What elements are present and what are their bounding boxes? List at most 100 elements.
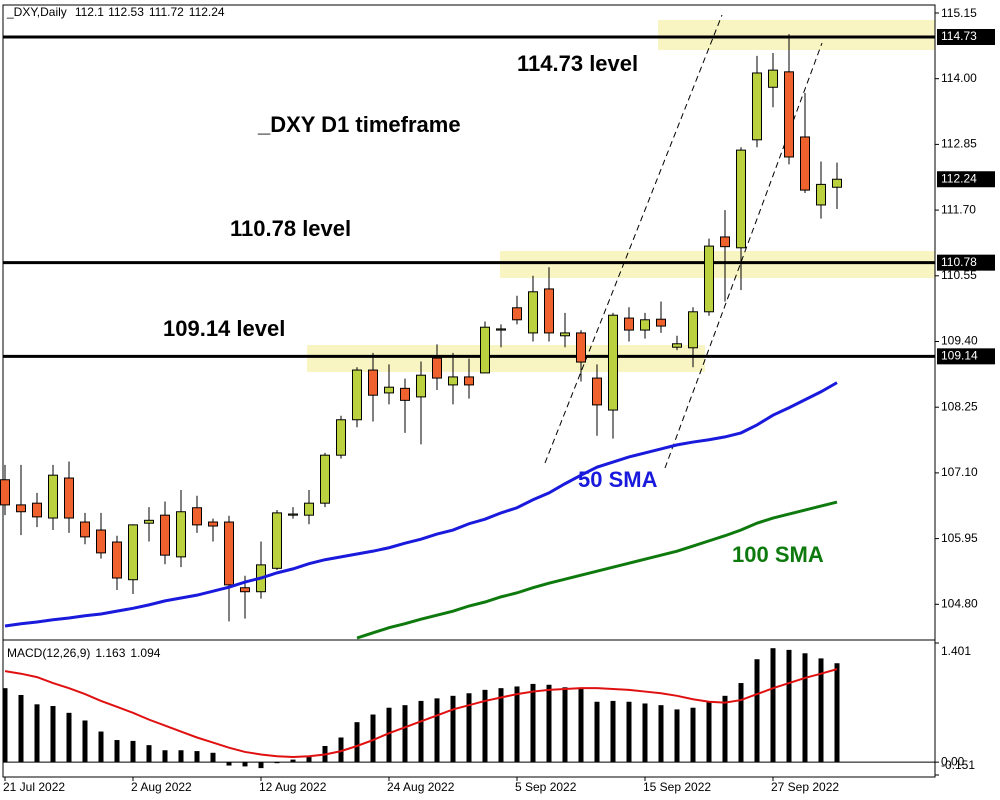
candle-body <box>592 377 602 406</box>
candle-body <box>608 314 618 411</box>
histogram-bar <box>706 701 712 763</box>
candle-body <box>16 504 26 513</box>
annotation: 109.14 level <box>163 316 285 341</box>
histogram-bar <box>818 658 824 763</box>
channel-line <box>544 14 723 464</box>
histogram-bar <box>770 648 776 763</box>
histogram-bar <box>114 740 120 763</box>
histogram-bar <box>626 701 632 763</box>
histogram-bar <box>146 745 152 763</box>
candle-body <box>304 502 314 516</box>
x-tick-label: 24 Aug 2022 <box>387 780 455 794</box>
candle-body <box>400 387 410 401</box>
x-tick-label: 27 Sep 2022 <box>771 780 839 794</box>
histogram-bar <box>674 709 680 763</box>
candle-body <box>96 529 106 554</box>
histogram-bar <box>546 684 552 763</box>
histogram-bar <box>754 659 760 763</box>
channel-line <box>664 42 823 469</box>
candle-body <box>560 332 570 337</box>
candle-body <box>480 326 490 374</box>
candle-body <box>288 513 298 516</box>
y-tick-label: 108.25 <box>941 399 978 413</box>
open-value: 112.1 <box>75 5 104 19</box>
close-value: 112.24 <box>189 5 225 19</box>
histogram-bar <box>530 683 536 763</box>
histogram-bar <box>562 687 568 763</box>
candle-body <box>512 307 522 321</box>
histogram-bar <box>178 750 184 763</box>
histogram-bar <box>482 689 488 763</box>
y-tick-label: 0.00 <box>941 754 965 768</box>
candle-body <box>496 328 506 331</box>
candle-body <box>144 519 154 524</box>
y-tick-label: 110.55 <box>941 268 977 282</box>
histogram-bar <box>370 714 376 763</box>
y-tick-label: 114.00 <box>941 71 977 85</box>
histogram-bar <box>514 686 520 763</box>
candle-body <box>752 72 762 141</box>
candle-body <box>672 343 682 348</box>
level-label: 114.73 <box>941 29 977 43</box>
histogram-bar <box>418 700 424 763</box>
histogram-bar <box>258 762 264 769</box>
candle-body <box>320 454 330 504</box>
x-tick-label: 21 Jul 2022 <box>3 780 65 794</box>
histogram-bar <box>2 688 8 763</box>
candle-body <box>576 332 586 363</box>
histogram-bar <box>594 701 600 763</box>
x-tick-label: 15 Sep 2022 <box>643 780 711 794</box>
histogram-bar <box>786 649 792 763</box>
histogram-bar <box>466 693 472 763</box>
histogram-bar <box>658 705 664 763</box>
candle-body <box>112 541 122 579</box>
y-tick-label: 115.15 <box>941 6 977 20</box>
candle-body <box>800 136 810 191</box>
highlight-zone <box>658 20 935 50</box>
histogram-bar <box>834 663 840 763</box>
annotation: 110.78 level <box>230 216 351 241</box>
histogram-bar <box>690 707 696 763</box>
y-tick-label: 107.10 <box>941 465 978 479</box>
annotation-layer <box>307 20 935 372</box>
histogram-bar <box>434 698 440 763</box>
series-label: 100 SMA <box>732 542 824 567</box>
x-tick-label: 2 Aug 2022 <box>131 780 192 794</box>
level-label-box <box>937 254 995 271</box>
candle-body <box>784 71 794 158</box>
x-tick-label: 5 Sep 2022 <box>515 780 577 794</box>
high-value: 112.53 <box>108 5 144 19</box>
histogram-bar <box>738 683 744 763</box>
candle-body <box>336 419 346 456</box>
highlight-zone <box>307 345 705 372</box>
candle-body <box>128 524 138 581</box>
candle-body <box>208 521 218 527</box>
histogram-bar <box>242 762 248 767</box>
plot-frame <box>2 4 936 778</box>
histogram-bar <box>162 750 168 763</box>
candle-body <box>688 311 698 349</box>
histogram-bar <box>306 757 312 763</box>
histogram-bar <box>450 695 456 763</box>
histogram-bar <box>402 705 408 763</box>
histogram-bar <box>82 720 88 763</box>
low-value: 111.72 <box>149 5 184 19</box>
histogram-bar <box>274 762 280 764</box>
candle-body <box>176 511 186 558</box>
chart-header: _DXY,Daily 112.1 112.53 111.72 112.24 <box>6 5 225 19</box>
candle-body <box>384 386 394 394</box>
candle-body <box>240 587 250 593</box>
price-label: 112.24 <box>941 171 977 185</box>
candle-body <box>32 502 42 518</box>
chart-title: _DXY,Daily <box>6 5 67 19</box>
histogram-bar <box>210 752 216 763</box>
candle-body <box>624 317 634 331</box>
histogram-bar <box>578 689 584 763</box>
candle-body <box>816 183 826 206</box>
candle-body <box>528 291 538 334</box>
candle-body <box>64 477 74 519</box>
line <box>356 500 838 640</box>
line <box>4 381 838 628</box>
histogram-bar <box>194 751 200 763</box>
